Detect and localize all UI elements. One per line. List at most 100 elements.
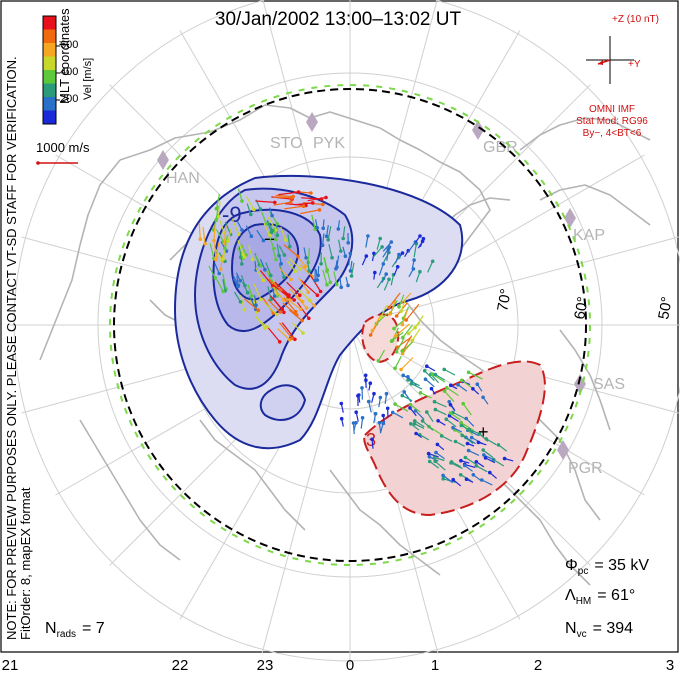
colorbar-tick-400: 400	[60, 66, 78, 78]
velocity-vector-origin	[272, 294, 277, 298]
station-label-kap: KAP	[573, 227, 605, 244]
mlt-tick-21: 21	[2, 657, 19, 674]
velocity-vector-origin	[442, 367, 447, 372]
velocity-vector-origin	[351, 421, 356, 425]
station-kap-marker	[564, 208, 576, 228]
velocity-vector-origin	[258, 207, 263, 211]
velocity-vector-origin	[402, 390, 407, 394]
velocity-vector-origin	[392, 326, 396, 331]
velocity-vector-origin	[254, 303, 258, 308]
velocity-vector	[378, 263, 384, 276]
velocity-vector-origin	[203, 242, 207, 246]
velocity-vector-origin	[456, 383, 460, 387]
velocity-vector	[267, 286, 272, 300]
colorbar-swatch	[43, 97, 56, 111]
velocity-vector-origin	[488, 470, 492, 475]
station-sto-marker	[306, 112, 318, 132]
velocity-vector-origin	[335, 282, 339, 287]
velocity-vector-origin	[388, 312, 392, 316]
latitude-label-70: 70°	[494, 287, 515, 312]
velocity-vector-origin	[366, 399, 371, 404]
velocity-vector	[244, 298, 259, 311]
velocity-vector	[245, 196, 255, 210]
velocity-vector-origin	[282, 275, 286, 280]
velocity-vector-origin	[434, 450, 438, 455]
velocity-vector-origin	[471, 387, 475, 391]
velocity-vector	[272, 297, 285, 313]
velocity-vector	[224, 235, 228, 249]
velocity-vector-origin	[275, 221, 279, 226]
velocity-vector-origin	[393, 366, 397, 371]
velocity-vector-origin	[298, 267, 303, 271]
velocity-vector-origin	[408, 402, 413, 407]
velocity-vector	[300, 280, 318, 296]
velocity-vector-origin	[296, 254, 300, 259]
velocity-vector	[350, 262, 355, 277]
velocity-vector-origin	[298, 307, 303, 312]
velocity-vector-origin	[296, 190, 301, 194]
colorbar-tick-600: 600	[60, 39, 78, 51]
velocity-vector	[311, 214, 316, 230]
velocity-vector	[450, 412, 461, 421]
latitude-label-50: 50°	[655, 295, 676, 320]
velocity-vector-origin	[303, 264, 308, 269]
velocity-vector-origin	[268, 233, 272, 238]
velocity-vector	[376, 278, 385, 289]
velocity-vector-origin	[401, 373, 406, 378]
heppner-maynard-boundary	[113, 88, 587, 562]
velocity-vector-origin	[471, 473, 476, 477]
velocity-vector-origin	[270, 213, 274, 218]
velocity-vector	[237, 188, 243, 202]
velocity-vector	[240, 275, 246, 286]
velocity-vector-origin	[459, 423, 464, 428]
velocity-vector	[485, 438, 497, 446]
velocity-vector	[409, 404, 421, 413]
velocity-vector	[446, 387, 459, 397]
velocity-vector-origin	[250, 294, 254, 298]
velocity-vector-origin	[394, 334, 398, 338]
velocity-vector-origin	[250, 257, 255, 262]
velocity-vector	[392, 411, 404, 419]
velocity-vector-origin	[373, 270, 377, 275]
velocity-vector-origin	[368, 381, 373, 386]
velocity-vector	[213, 224, 216, 241]
velocity-vector-origin	[269, 273, 273, 278]
velocity-vector-origin	[447, 400, 452, 404]
velocity-vector	[322, 233, 325, 246]
velocity-vector-origin	[307, 269, 311, 273]
velocity-vector	[348, 253, 351, 266]
velocity-vector	[322, 269, 328, 285]
velocity-vector	[434, 460, 446, 471]
velocity-vector-origin	[397, 305, 401, 309]
velocity-vector-origin	[363, 373, 368, 378]
velocity-vector-origin	[476, 440, 481, 445]
velocity-vector-origin	[453, 439, 458, 444]
velocity-vector	[426, 411, 434, 423]
velocity-vector-origin	[293, 269, 298, 274]
imf-axis-y-label: +Y	[628, 59, 641, 70]
velocity-vector	[390, 274, 395, 286]
velocity-vector	[380, 304, 388, 318]
velocity-vector	[400, 298, 407, 312]
velocity-vector-origin	[261, 238, 266, 243]
velocity-vector	[415, 271, 421, 283]
colorbar-frame	[42, 15, 57, 125]
velocity-vector	[372, 246, 383, 258]
velocity-vector	[452, 411, 466, 420]
velocity-vector	[461, 434, 474, 445]
station-label-pgr: PGR	[568, 460, 603, 477]
velocity-vector-origin	[381, 262, 386, 266]
velocity-vector-origin	[278, 288, 283, 292]
station-han-marker	[157, 150, 169, 170]
velocity-vector	[214, 247, 223, 261]
velocity-vector	[222, 279, 226, 291]
velocity-vector-origin	[364, 254, 369, 258]
velocity-vector	[405, 303, 420, 321]
colorbar-swatch	[43, 70, 56, 84]
mlt-tick-3: 3	[666, 657, 674, 674]
velocity-vector	[468, 450, 480, 456]
velocity-vector	[286, 281, 301, 296]
velocity-vector-origin	[373, 411, 378, 416]
velocity-vector-origin	[288, 244, 292, 249]
fit-order-note: FitOrder: 8, mapEX format	[18, 487, 33, 640]
